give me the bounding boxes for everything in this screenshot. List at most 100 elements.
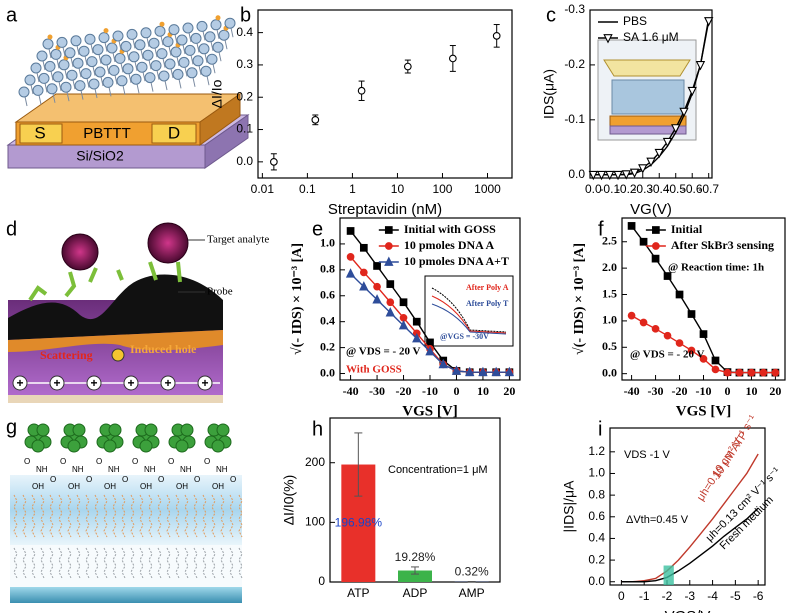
marker: [652, 226, 660, 234]
chain: [130, 494, 135, 538]
molecule: [158, 70, 170, 82]
label: NH: [180, 465, 192, 474]
protein: [139, 439, 153, 453]
legend-label: 10 pmoles DNA A+T: [404, 254, 509, 268]
legend-label: SA 1.6 μM: [623, 30, 679, 44]
label: Probe: [207, 286, 233, 298]
annotation: After Poly A: [466, 283, 509, 292]
chain: [193, 494, 198, 538]
label: OH: [212, 482, 224, 491]
marker: [425, 345, 435, 356]
inset-curve: [431, 295, 507, 334]
x-tick-label: -1: [639, 589, 650, 603]
marker: [711, 356, 720, 365]
molecule: [170, 46, 182, 58]
x-tick-label: -3: [684, 589, 695, 603]
panel-label: a: [6, 4, 18, 26]
molecule: [46, 83, 58, 95]
marker: [412, 332, 422, 343]
marker: [621, 170, 631, 180]
marker: [399, 298, 408, 307]
marker: [449, 54, 457, 63]
label: O: [96, 457, 102, 466]
molecule: [164, 58, 176, 70]
molecule: [120, 40, 132, 52]
marker: [723, 368, 732, 377]
y-tick-label: 0.8: [588, 487, 605, 501]
molecule: [94, 66, 106, 78]
y-tick-label: 0.1: [236, 122, 253, 136]
label: O: [132, 457, 138, 466]
chain: [157, 494, 162, 538]
y-tick-label: 0.2: [236, 89, 253, 103]
x-tick-label: -10: [422, 384, 438, 398]
legend-label: After SkBr3 sensing: [671, 238, 774, 252]
annotation: ΔVth=0.45 V: [626, 514, 689, 526]
protein: [31, 439, 45, 453]
y-tick-label: 0: [318, 574, 325, 588]
label: O: [230, 475, 236, 484]
x-tick-label: 10: [391, 182, 405, 196]
y-tick-label: 0.2: [588, 552, 605, 566]
label: NH: [108, 465, 120, 474]
chain: [49, 494, 54, 538]
dielectric: [8, 274, 223, 340]
value-label: 0.32%: [455, 565, 489, 579]
carrier: [160, 375, 176, 391]
x-tick-label: -0.3: [632, 182, 653, 196]
molecule: [148, 37, 160, 49]
series-line: [621, 453, 759, 583]
marker: [605, 170, 615, 181]
marker: [492, 31, 501, 40]
molecule: [206, 53, 218, 65]
x-tick-label: -5: [730, 589, 741, 603]
molecule: [88, 78, 100, 90]
inset-curve: [431, 303, 507, 335]
label: O: [204, 457, 210, 466]
protein: [180, 423, 194, 437]
chain: [58, 494, 63, 538]
inset: [424, 275, 514, 347]
x-tick-label: ATP: [347, 586, 369, 600]
x-tick-label: 10: [477, 384, 489, 398]
marker: [651, 254, 660, 263]
x-tick-label: -30: [648, 384, 664, 398]
protein: [108, 423, 122, 437]
x-tick-label: -10: [696, 384, 712, 398]
plot-frame: [609, 427, 766, 586]
marker: [663, 331, 672, 340]
series-line: [621, 507, 759, 583]
chain: [238, 494, 243, 538]
x-tick-label: -0.2: [616, 182, 637, 196]
annotation: VDS -1 V: [624, 449, 671, 461]
label: OH: [176, 482, 188, 491]
molecule: [36, 50, 48, 62]
y-tick-label: 0.6: [588, 509, 605, 523]
molecule: [66, 69, 78, 81]
annotation: @VGS = -30V: [440, 332, 489, 341]
x-tick-label: -2: [662, 589, 673, 603]
molecule: [80, 68, 92, 80]
legend-label: PBS: [623, 14, 647, 28]
molecule: [112, 30, 124, 42]
annotation: Concentration=1 μM: [388, 464, 488, 476]
marker: [357, 86, 366, 95]
marker: [346, 227, 355, 235]
x-tick-label: -40: [343, 384, 359, 398]
chain: [40, 494, 45, 538]
marker: [629, 168, 640, 179]
molecule: [218, 29, 230, 41]
molecule: [168, 24, 180, 36]
molecule: [86, 56, 98, 68]
marker: [373, 262, 381, 270]
molecule: [210, 19, 222, 31]
marker: [386, 298, 395, 307]
molecule: [136, 61, 148, 73]
y-tick-label: 0.4: [236, 25, 253, 39]
molecule: [186, 67, 198, 79]
chain: [202, 494, 207, 538]
marker: [373, 282, 381, 291]
x-tick-label: 20: [503, 384, 515, 398]
